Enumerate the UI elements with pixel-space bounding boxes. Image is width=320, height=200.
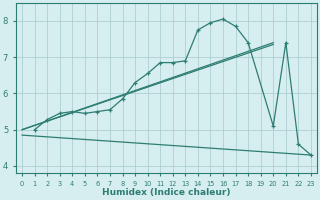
X-axis label: Humidex (Indice chaleur): Humidex (Indice chaleur) bbox=[102, 188, 231, 197]
